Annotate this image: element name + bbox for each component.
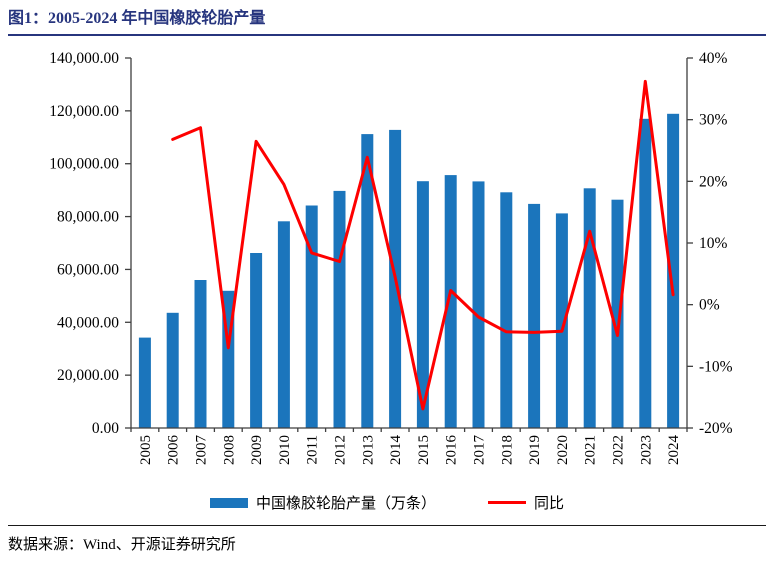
yoy-line xyxy=(171,79,675,411)
bar-2018 xyxy=(500,192,513,428)
year-label-2016: 2016 xyxy=(444,435,460,466)
left-axis-label: 140,000.00 xyxy=(49,50,119,67)
right-axis-label: 40% xyxy=(699,50,728,67)
bar-2007 xyxy=(194,280,207,428)
year-label-2007: 2007 xyxy=(194,435,210,466)
left-axis-label: 0.00 xyxy=(92,420,119,437)
legend-label-yoy: 同比 xyxy=(534,496,565,512)
left-axis-label: 60,000.00 xyxy=(57,261,119,278)
year-label-2018: 2018 xyxy=(499,435,515,465)
bar-2012 xyxy=(333,190,346,428)
production-yoy-chart: 0.00 20,000.00 40,000.00 60,000.00 80,000.00… xyxy=(49,50,733,466)
source-footer: 数据来源：Wind、开源证券研究所 xyxy=(8,525,766,554)
bar-2024 xyxy=(667,113,680,429)
line-series-swatch xyxy=(488,501,526,504)
year-label-2023: 2023 xyxy=(638,435,654,465)
bar-2005 xyxy=(138,337,151,428)
left-axis-label: 120,000.00 xyxy=(49,103,119,120)
year-label-2024: 2024 xyxy=(666,435,682,466)
figure-header: 图1：2005-2024 年中国橡胶轮胎产量 xyxy=(8,0,766,36)
year-label-2009: 2009 xyxy=(249,435,265,465)
year-label-2017: 2017 xyxy=(472,435,488,466)
year-label-2010: 2010 xyxy=(277,435,293,465)
bar-2009 xyxy=(250,253,263,428)
bar-2010 xyxy=(277,221,290,428)
bar-2006 xyxy=(166,312,179,428)
year-label-2015: 2015 xyxy=(416,435,432,465)
legend-item-production: 中国橡胶轮胎产量（万条） xyxy=(209,492,436,513)
year-label-2021: 2021 xyxy=(583,435,599,465)
chart-legend: 中国橡胶轮胎产量（万条） 同比 xyxy=(0,492,774,513)
left-axis-label: 80,000.00 xyxy=(57,209,119,226)
right-axis-label: -20% xyxy=(699,420,733,437)
left-axis-label: 20,000.00 xyxy=(57,367,119,384)
year-label-2012: 2012 xyxy=(333,435,349,465)
year-label-2013: 2013 xyxy=(360,435,376,465)
year-label-2022: 2022 xyxy=(611,435,627,465)
year-label-2008: 2008 xyxy=(221,435,237,465)
year-label-2014: 2014 xyxy=(388,435,404,466)
left-axis-label: 40,000.00 xyxy=(57,314,119,331)
right-axis-label: 10% xyxy=(699,235,728,252)
bar-2020 xyxy=(555,213,568,428)
bar-2011 xyxy=(305,205,318,428)
legend-item-yoy: 同比 xyxy=(488,492,564,513)
year-label-2006: 2006 xyxy=(166,435,182,466)
figure-title: 图1：2005-2024 年中国橡胶轮胎产量 xyxy=(8,10,266,27)
bar-2016 xyxy=(444,175,457,428)
bar-2021 xyxy=(583,188,596,428)
bar-2019 xyxy=(528,203,541,428)
year-label-2020: 2020 xyxy=(555,435,571,465)
bar-2017 xyxy=(472,181,485,428)
year-label-2005: 2005 xyxy=(138,435,154,465)
bar-2013 xyxy=(361,134,374,428)
right-axis-label: 0% xyxy=(699,297,720,314)
bar-series-swatch xyxy=(209,497,248,508)
year-label-2019: 2019 xyxy=(527,435,543,465)
source-text: 数据来源：Wind、开源证券研究所 xyxy=(8,537,236,553)
right-axis-label: -10% xyxy=(699,358,733,375)
right-axis-label: 30% xyxy=(699,112,728,129)
chart-area: 0.00 20,000.00 40,000.00 60,000.00 80,000.00… xyxy=(0,36,774,488)
bar-2015 xyxy=(416,181,429,428)
bar-2023 xyxy=(639,118,652,429)
legend-label-production: 中国橡胶轮胎产量（万条） xyxy=(255,496,436,512)
bar-2022 xyxy=(611,199,624,428)
right-axis-label: 20% xyxy=(699,173,728,190)
left-axis-label: 100,000.00 xyxy=(49,156,119,173)
year-label-2011: 2011 xyxy=(305,435,321,464)
